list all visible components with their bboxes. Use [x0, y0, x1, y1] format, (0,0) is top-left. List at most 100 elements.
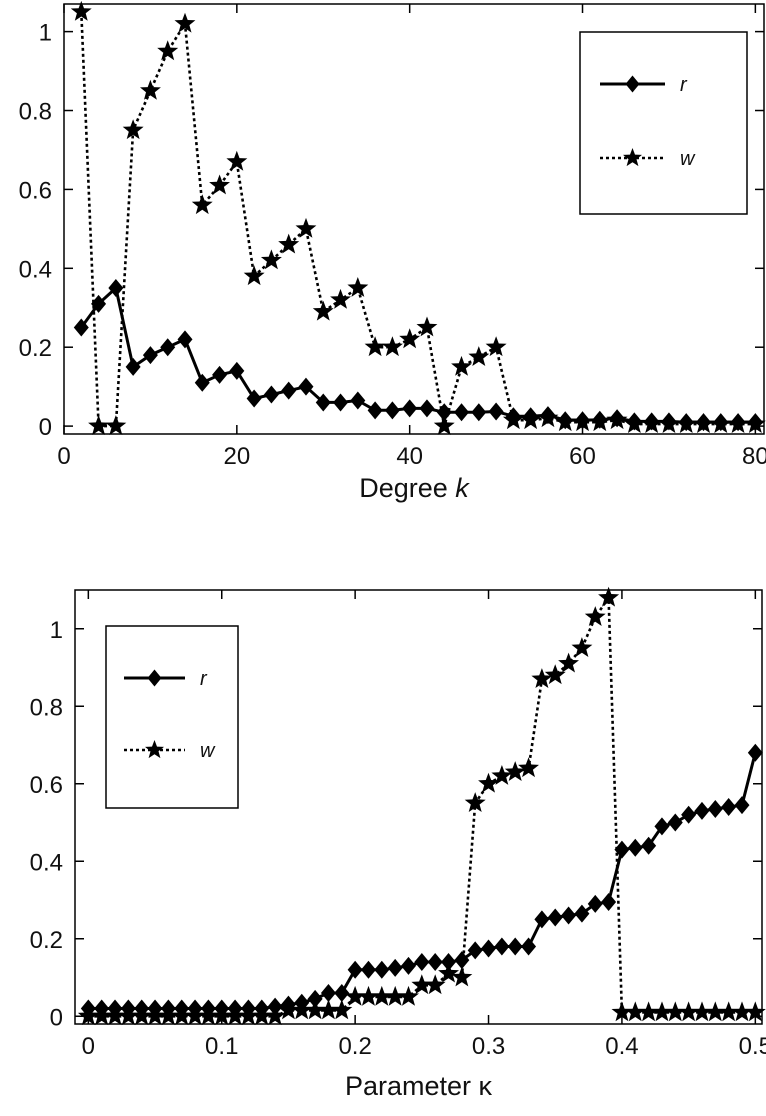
point-w: [381, 336, 403, 357]
point-r: [384, 401, 400, 420]
legend-label-r: r: [680, 74, 688, 96]
point-r: [488, 402, 504, 421]
point-r: [246, 389, 262, 408]
point-w: [554, 411, 576, 432]
point-w: [520, 409, 542, 430]
y-tick-label: 0.8: [30, 694, 63, 721]
point-w: [744, 413, 766, 433]
point-r: [427, 953, 443, 971]
y-tick-label: 0.4: [19, 256, 52, 283]
point-w: [105, 415, 127, 435]
point-w: [77, 1005, 99, 1026]
point-r: [177, 330, 193, 349]
y-tick-label: 0: [50, 1004, 63, 1031]
point-w: [571, 637, 593, 657]
point-w: [664, 1001, 686, 1022]
point-w: [744, 1001, 766, 1022]
legend-label-w: w: [200, 740, 216, 762]
point-w: [624, 1001, 646, 1022]
x-tick-label: 0.2: [338, 1033, 371, 1060]
point-w: [675, 413, 697, 433]
point-w: [91, 1005, 113, 1026]
series-line-w: [80, 11, 756, 428]
point-w: [502, 409, 524, 430]
point-r: [481, 939, 497, 958]
point-w: [589, 411, 611, 432]
point-w: [504, 761, 526, 781]
point-w: [278, 999, 299, 1020]
y-tick-label: 0.6: [30, 772, 63, 799]
point-r: [467, 941, 483, 960]
point-w: [191, 194, 213, 215]
x-axis-title: Degree k: [359, 473, 470, 503]
point-w: [651, 1001, 673, 1022]
point-w: [243, 265, 265, 286]
legend-box: [105, 625, 239, 809]
point-w: [718, 1001, 740, 1022]
point-w: [531, 668, 553, 688]
point-r: [574, 904, 590, 923]
point-r: [73, 318, 89, 337]
point-r: [614, 840, 630, 859]
series-r: [80, 743, 763, 1018]
point-r: [654, 817, 670, 836]
point-r: [229, 361, 245, 380]
point-w: [157, 1005, 179, 1026]
point-w: [584, 606, 606, 626]
point-r: [587, 894, 603, 913]
point-w: [623, 413, 645, 433]
point-w: [304, 999, 326, 1020]
point-r: [307, 989, 323, 1008]
point-w: [122, 119, 144, 140]
x-tick-label: 0.4: [605, 1033, 638, 1060]
point-w: [211, 1005, 233, 1026]
x-tick-label: 0.1: [205, 1033, 238, 1060]
y-tick-label: 0.4: [30, 849, 63, 876]
y-tick-label: 0.2: [30, 927, 63, 954]
point-w: [117, 1005, 139, 1026]
point-r: [142, 346, 158, 365]
point-r: [400, 956, 416, 975]
x-tick-label: 40: [396, 443, 423, 470]
legend: rw: [579, 31, 748, 215]
point-r: [454, 403, 470, 422]
point-w: [558, 652, 579, 673]
point-w: [518, 757, 539, 778]
point-w: [260, 249, 282, 270]
point-w: [572, 411, 593, 432]
point-r: [360, 960, 376, 979]
y-tick-label: 0.8: [19, 99, 52, 126]
point-w: [598, 586, 620, 607]
point-r: [194, 373, 210, 392]
point-w: [347, 277, 369, 297]
point-w: [464, 792, 486, 812]
point-w: [358, 985, 379, 1006]
point-r: [414, 953, 430, 971]
point-w: [264, 1005, 286, 1026]
point-r: [494, 937, 510, 956]
point-w: [398, 985, 419, 1006]
chart-2: 0 0.1 0.2 0.3 0.4 0.5 0 0.2 0.4 0.6 0.8 1 Parameter …: [30, 586, 766, 1101]
point-w: [104, 1005, 126, 1026]
point-w: [416, 316, 438, 337]
x-axis-title: Parameter κ: [345, 1071, 493, 1101]
point-w: [144, 1005, 166, 1026]
point-r: [333, 393, 349, 412]
point-w: [468, 346, 490, 366]
y-tick-label: 1: [39, 20, 52, 47]
legend: rw: [105, 625, 239, 809]
point-r: [334, 984, 350, 1002]
point-w: [184, 1005, 206, 1026]
point-w: [70, 0, 92, 21]
point-w: [691, 1001, 713, 1022]
point-w: [727, 413, 749, 433]
x-tick-label: 0.3: [472, 1033, 505, 1060]
point-r: [627, 838, 643, 857]
point-w: [312, 300, 334, 321]
point-r: [471, 403, 487, 422]
point-r: [263, 385, 279, 404]
point-w: [704, 1001, 726, 1022]
point-w: [251, 1005, 273, 1026]
point-r: [160, 338, 176, 357]
